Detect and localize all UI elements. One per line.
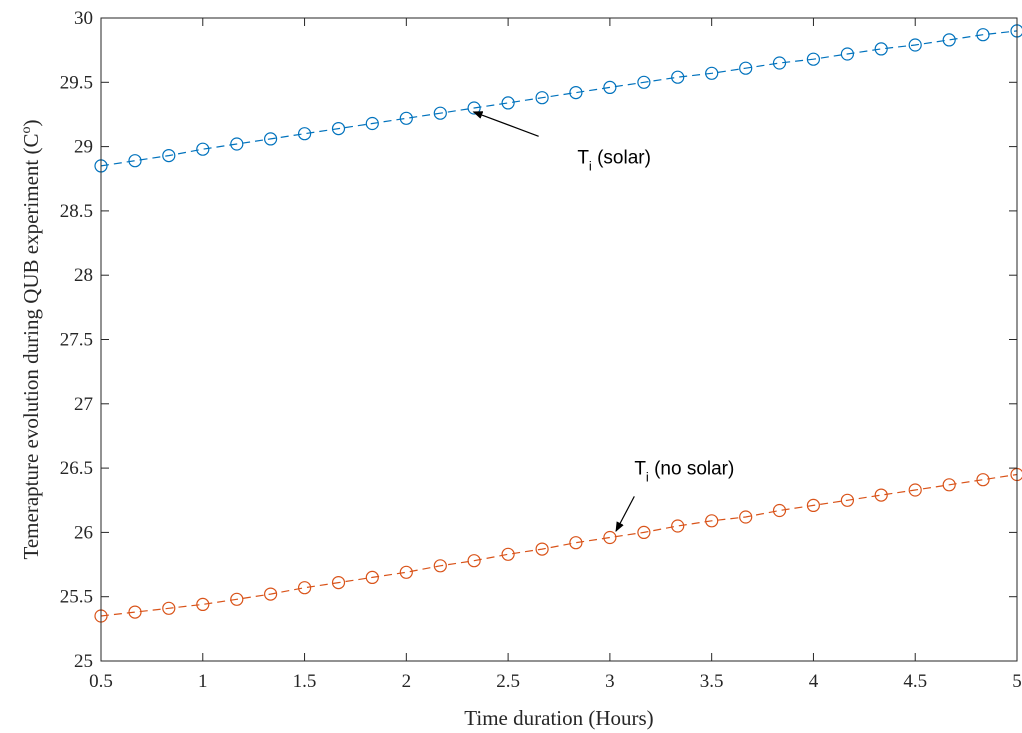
- data-point: [433, 106, 447, 120]
- y-tick-label: 29: [74, 137, 93, 158]
- x-tick-label: 3.5: [700, 671, 724, 692]
- data-point: [908, 483, 922, 497]
- data-point: [603, 530, 617, 545]
- x-tick-label: 5: [1012, 671, 1022, 692]
- data-point: [840, 47, 855, 61]
- data-point: [162, 149, 176, 163]
- annotation-label-no-solar: Ti (no solar): [634, 459, 734, 485]
- y-tick-label: 28: [74, 265, 93, 286]
- data-point: [874, 488, 888, 502]
- y-tick-label: 29.5: [60, 72, 93, 93]
- plot-area: [101, 18, 1017, 661]
- data-point: [772, 56, 787, 70]
- data-point: [806, 52, 821, 66]
- data-point: [298, 581, 312, 595]
- x-tick-label: 3: [605, 671, 615, 692]
- data-point: [942, 33, 956, 47]
- x-tick-label: 4: [809, 671, 819, 692]
- data-point: [739, 61, 753, 75]
- data-point: [705, 66, 719, 80]
- data-point: [637, 75, 651, 89]
- y-tick-label: 26.5: [60, 458, 93, 479]
- series-1: [94, 24, 1022, 173]
- data-point: [264, 587, 278, 601]
- data-point: [501, 96, 515, 110]
- data-point: [162, 601, 176, 615]
- data-point: [569, 85, 583, 100]
- data-point: [298, 127, 312, 141]
- data-point: [671, 519, 685, 533]
- series-2-line: [100, 473, 1018, 617]
- data-point: [671, 70, 685, 84]
- data-point: [230, 137, 244, 151]
- data-point: [535, 542, 549, 556]
- annotation-layer: Ti (solar) Ti (no solar): [472, 111, 734, 532]
- data-point: [230, 592, 244, 606]
- data-point: [976, 28, 990, 42]
- data-point: [772, 503, 787, 518]
- x-tick-label: 1.5: [293, 671, 317, 692]
- x-tick-label: 2: [402, 671, 412, 692]
- tick-layer: 0.5 1 1.5 2 2.5 3 3.5 4 4.5 5 25 25.5 26 26.5 27 27.5 28…: [60, 8, 1022, 692]
- data-point: [128, 605, 142, 619]
- data-point: [840, 493, 855, 507]
- y-tick-label: 25.5: [60, 587, 93, 608]
- data-point: [196, 142, 210, 156]
- data-point: [569, 536, 583, 550]
- x-axis-title: Time duration (Hours): [464, 706, 653, 730]
- series-1-line: [100, 30, 1018, 167]
- x-tick-label: 0.5: [89, 671, 113, 692]
- annotation-arrow-solar: [472, 111, 539, 137]
- x-tick-label: 2.5: [496, 671, 520, 692]
- y-axis-title: Temerapture evolution during QUB experim…: [19, 120, 43, 560]
- data-point: [331, 575, 346, 590]
- x-tick-label: 1: [198, 671, 208, 692]
- data-point: [399, 111, 413, 125]
- annotation-arrow-no-solar: [615, 496, 635, 532]
- data-point: [264, 132, 278, 146]
- data-point: [603, 80, 617, 95]
- y-axis-title-main: Temerapture evolution during QUB experim…: [19, 134, 43, 560]
- y-tick-label: 27.5: [60, 330, 93, 351]
- y-tick-label: 25: [74, 651, 93, 672]
- data-point: [331, 122, 346, 136]
- data-point: [501, 547, 515, 561]
- data-point: [874, 42, 888, 56]
- y-axis-title-suffix: ): [19, 120, 43, 127]
- data-point: [806, 498, 821, 512]
- data-point: [908, 38, 922, 52]
- data-point: [705, 514, 719, 528]
- x-tick-label: 4.5: [903, 671, 927, 692]
- data-point: [535, 91, 549, 105]
- data-point: [942, 478, 956, 492]
- data-point: [196, 597, 210, 612]
- data-point: [128, 154, 142, 168]
- data-point: [399, 565, 413, 579]
- y-axis-title-sup: o: [19, 127, 34, 134]
- y-tick-label: 27: [74, 394, 93, 415]
- data-point: [976, 473, 990, 487]
- y-tick-label: 28.5: [60, 201, 93, 222]
- data-point: [739, 510, 753, 524]
- annotation-label-solar: Ti (solar): [577, 147, 651, 173]
- data-point: [365, 570, 379, 585]
- data-point: [637, 525, 651, 540]
- data-point: [433, 559, 447, 573]
- data-point: [467, 554, 481, 568]
- y-tick-label: 30: [74, 8, 93, 29]
- data-point: [365, 116, 379, 131]
- y-tick-label: 26: [74, 522, 93, 543]
